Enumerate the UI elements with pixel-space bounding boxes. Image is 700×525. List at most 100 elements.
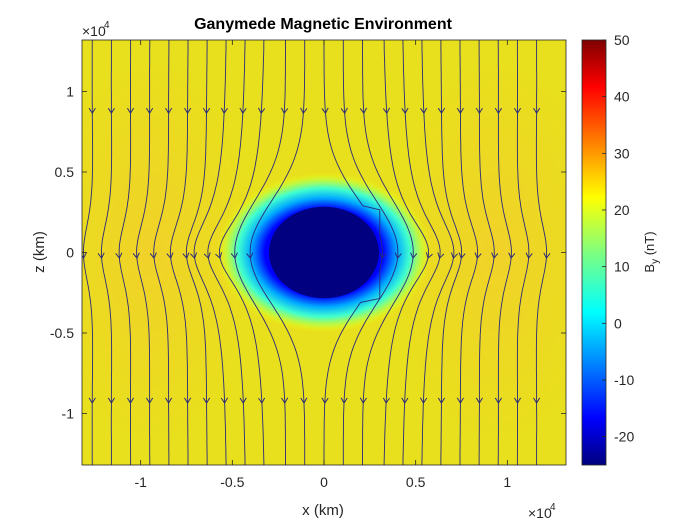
streamline-arrow xyxy=(458,252,466,260)
streamline-arrow xyxy=(126,107,135,115)
streamline-arrow xyxy=(494,397,503,404)
streamline-arrow xyxy=(340,397,348,404)
streamline-arrow xyxy=(239,397,247,404)
streamline-arrow xyxy=(190,252,198,260)
colorbar-ticks: 50 40 30 20 10 0 -10 -20 xyxy=(602,32,634,445)
streamline-arrow xyxy=(107,107,115,115)
y-tick-label: -1 xyxy=(62,405,75,421)
colorbar-tick-label: 50 xyxy=(614,32,630,48)
y-tick-label: 0.5 xyxy=(55,164,75,180)
streamline-arrow xyxy=(165,107,173,115)
streamline-arrow xyxy=(533,397,541,404)
streamline-arrow xyxy=(215,252,223,260)
streamline-arrow xyxy=(203,252,211,260)
streamline-arrow xyxy=(258,397,266,404)
heatmap-plot-area xyxy=(82,40,566,465)
streamline-arrow xyxy=(419,397,428,404)
streamline xyxy=(402,40,441,465)
streamline-arrow xyxy=(340,107,348,115)
streamline-arrow xyxy=(543,252,551,260)
streamline xyxy=(362,40,414,465)
streamline-arrow xyxy=(88,397,96,404)
streamline-arrow xyxy=(246,252,254,260)
streamline-arrow xyxy=(145,107,154,115)
streamline-arrow xyxy=(182,252,190,260)
streamline-arrow xyxy=(437,252,445,260)
colorbar-tick-label: 20 xyxy=(614,202,630,218)
streamline-arrow xyxy=(379,252,387,260)
streamline xyxy=(459,40,479,465)
svg-text:4: 4 xyxy=(104,20,110,31)
colorbar-tick-label: -10 xyxy=(614,372,634,388)
streamline-arrow xyxy=(508,252,516,260)
streamline xyxy=(118,40,132,465)
x-tick-label: 0 xyxy=(320,474,328,490)
streamline-arrow xyxy=(281,397,289,404)
streamline xyxy=(342,40,399,465)
colorbar-tick-label: -20 xyxy=(614,429,634,445)
streamline-arrow xyxy=(202,107,211,115)
x-tick-label: -1 xyxy=(134,474,147,490)
streamline xyxy=(218,40,265,465)
x-axis-ticks: -1 -0.5 0 0.5 1 xyxy=(134,40,511,490)
moon-disk xyxy=(268,206,380,299)
y-tick-label: 1 xyxy=(66,84,74,100)
streamline xyxy=(234,40,286,465)
streamline-arrow xyxy=(513,107,522,115)
colorbar-gradient xyxy=(581,39,607,466)
streamline xyxy=(169,40,189,465)
streamline-arrow xyxy=(184,397,192,404)
streamline-arrow xyxy=(321,397,329,404)
streamline-arrow xyxy=(450,252,458,260)
y-tick-label: -0.5 xyxy=(50,325,74,341)
colorbar-tick-label: 0 xyxy=(614,315,622,331)
streamline xyxy=(323,40,383,465)
streamline-arrow xyxy=(475,397,483,404)
streamline-arrow xyxy=(166,252,174,260)
streamline-arrow xyxy=(149,252,157,260)
streamline-arrow xyxy=(456,397,464,404)
streamline xyxy=(440,40,463,465)
x-axis-label: x (km) xyxy=(302,502,344,519)
streamline-arrow xyxy=(525,252,533,260)
streamline-arrow xyxy=(437,397,446,404)
streamline-arrow xyxy=(239,107,247,115)
streamline-arrow xyxy=(359,107,368,115)
x-tick-label: 1 xyxy=(503,474,511,490)
streamline-arrow xyxy=(220,107,228,115)
x-tick-label: 0.5 xyxy=(406,474,426,490)
streamline-arrow xyxy=(425,252,433,260)
streamline xyxy=(478,40,495,465)
streamline xyxy=(193,40,227,465)
field-lobe-left xyxy=(82,52,260,452)
streamline-arrow xyxy=(533,107,541,115)
streamline-arrow xyxy=(115,252,123,260)
streamline xyxy=(207,40,246,465)
streamline xyxy=(185,40,208,465)
streamline-arrow xyxy=(359,397,367,404)
streamline-arrow xyxy=(202,397,211,404)
streamline xyxy=(535,40,548,465)
streamline-arrow xyxy=(257,107,266,115)
streamline-arrow xyxy=(165,397,173,404)
streamline xyxy=(153,40,170,465)
streamline-arrow xyxy=(300,107,308,115)
streamline-arrow xyxy=(280,107,289,115)
y-tick-label: 0 xyxy=(66,245,74,261)
colorbar-label: By (nT) xyxy=(642,231,661,272)
streamline-arrow xyxy=(437,107,446,115)
y-exponent-label: ×10 4 xyxy=(82,20,110,39)
streamline xyxy=(516,40,530,465)
streamline-arrow xyxy=(230,252,238,260)
streamline-arrow xyxy=(88,107,96,115)
streamline-arrow xyxy=(300,397,308,404)
streamline-arrow xyxy=(401,397,409,404)
streamline-arrow xyxy=(475,107,483,115)
y-axis-label: z (km) xyxy=(31,231,48,273)
streamline-arrow xyxy=(321,107,329,115)
streamline xyxy=(136,40,151,465)
colorbar-tick-label: 40 xyxy=(614,89,630,105)
streamline xyxy=(421,40,455,465)
colorbar-tick-label: 10 xyxy=(614,259,630,275)
